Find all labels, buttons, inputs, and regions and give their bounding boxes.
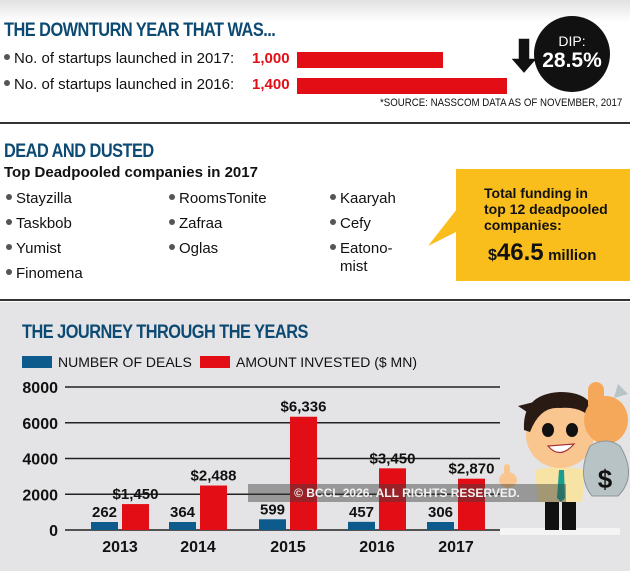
watermark: © BCCL 2026. ALL RIGHTS RESERVED. [248,484,566,502]
bullet-icon [6,219,12,226]
section2-title: DEAD AND DUSTED [4,141,154,162]
x-tick-label: 2014 [180,539,216,556]
deals-data-label: 364 [170,504,196,521]
section-divider [0,122,630,124]
y-tick-label: 4000 [22,452,58,469]
amount-bar [379,468,406,530]
amount-bar [458,478,485,530]
section1-title: THE DOWNTURN YEAR THAT WAS... [4,20,276,41]
deals-bar [427,522,454,530]
deals-data-label: 457 [349,504,374,521]
startups-2016-bar [297,78,507,94]
company-item: Eatono- [330,240,396,258]
legend-swatch-deals [22,356,52,368]
bullet-icon [330,244,336,251]
callout-pointer [428,200,464,246]
y-tick-label: 6000 [22,416,58,433]
company-column-2: RoomsTonite Zafraa Oglas [169,190,267,265]
startups-2017-bar [297,52,443,68]
source-note: *SOURCE: NASSCOM DATA AS OF NOVEMBER, 20… [379,97,622,109]
y-tick-label: 0 [49,523,58,540]
bullet-icon [6,244,12,251]
x-tick-label: 2013 [102,539,138,556]
company-column-1: Stayzilla Taskbob Yumist Finomena [6,190,83,290]
dip-label: DIP: [558,33,586,49]
top-gradient-strip [0,0,630,22]
startups-2016-row: No. of startups launched in 2016: [4,76,234,93]
callout-amount: $46.5 million [488,239,597,266]
bar-chart: 8000 6000 4000 2000 0 262$1,450 2013 364 $2,488 2… [22,380,500,556]
deals-bar [91,522,118,530]
dollar-icon: $ [598,464,613,494]
legend-amount: AMOUNT INVESTED ($ MN) [200,354,417,370]
company-item: Zafraa [169,215,267,240]
company-item-continued: mist [340,258,368,275]
bullet-icon [330,219,336,226]
deals-data-label: 262 [92,504,117,521]
y-tick-label: 2000 [22,487,58,504]
x-tick-label: 2015 [270,539,306,556]
section2-subtitle: Top Deadpooled companies in 2017 [4,164,258,181]
company-item: Taskbob [6,215,83,240]
deals-bar [169,522,196,530]
company-item: Yumist [6,240,83,265]
deals-bar [348,521,375,530]
businessman-illustration: $ [499,382,629,535]
amount-data-label: $2,870 [449,461,495,478]
x-tick-label: 2016 [359,539,395,556]
dip-badge: DIP: 28.5% [534,16,610,92]
legend-deals: NUMBER OF DEALS [22,354,192,370]
bullet-icon [4,54,10,61]
callout-text: Total funding in top 12 deadpooled compa… [484,185,608,233]
bullet-icon [169,194,175,201]
company-item: RoomsTonite [169,190,267,215]
company-column-3: Kaaryah Cefy Eatono- mist [330,190,396,276]
company-item: Finomena [6,265,83,290]
amount-bar [200,485,227,530]
down-arrow-icon [510,38,540,76]
y-tick-label: 8000 [22,380,58,397]
dip-value: 28.5% [542,49,602,72]
amount-data-label: $3,450 [370,450,416,467]
chart-title: THE JOURNEY THROUGH THE YEARS [22,322,308,343]
legend-swatch-amount [200,356,230,368]
startups-2017-value: 1,000 [252,50,290,67]
bullet-icon [169,219,175,226]
amount-data-label: $6,336 [281,399,327,416]
startups-2017-label: No. of startups launched in 2017: [14,50,235,67]
bullet-icon [330,194,336,201]
amount-data-label: $2,488 [191,468,237,485]
deals-data-label: 599 [260,501,285,518]
bullet-icon [169,244,175,251]
amount-bar [122,504,149,530]
company-item: Cefy [330,215,396,240]
startups-2016-label: No. of startups launched in 2016: [14,76,235,93]
startups-2017-row: No. of startups launched in 2017: [4,50,234,67]
funding-callout: Total funding in top 12 deadpooled compa… [456,169,630,281]
bullet-icon [4,80,10,87]
x-tick-label: 2017 [438,539,474,556]
deals-data-label: 306 [428,504,453,521]
bullet-icon [6,269,12,276]
amount-data-label: $1,450 [113,486,159,503]
amount-bar [290,416,317,530]
startups-2016-value: 1,400 [252,76,290,93]
deals-bar [259,519,286,530]
bullet-icon [6,194,12,201]
company-item: Oglas [169,240,267,265]
section-divider [0,299,630,301]
company-item: Stayzilla [6,190,83,215]
company-item: Kaaryah [330,190,396,215]
